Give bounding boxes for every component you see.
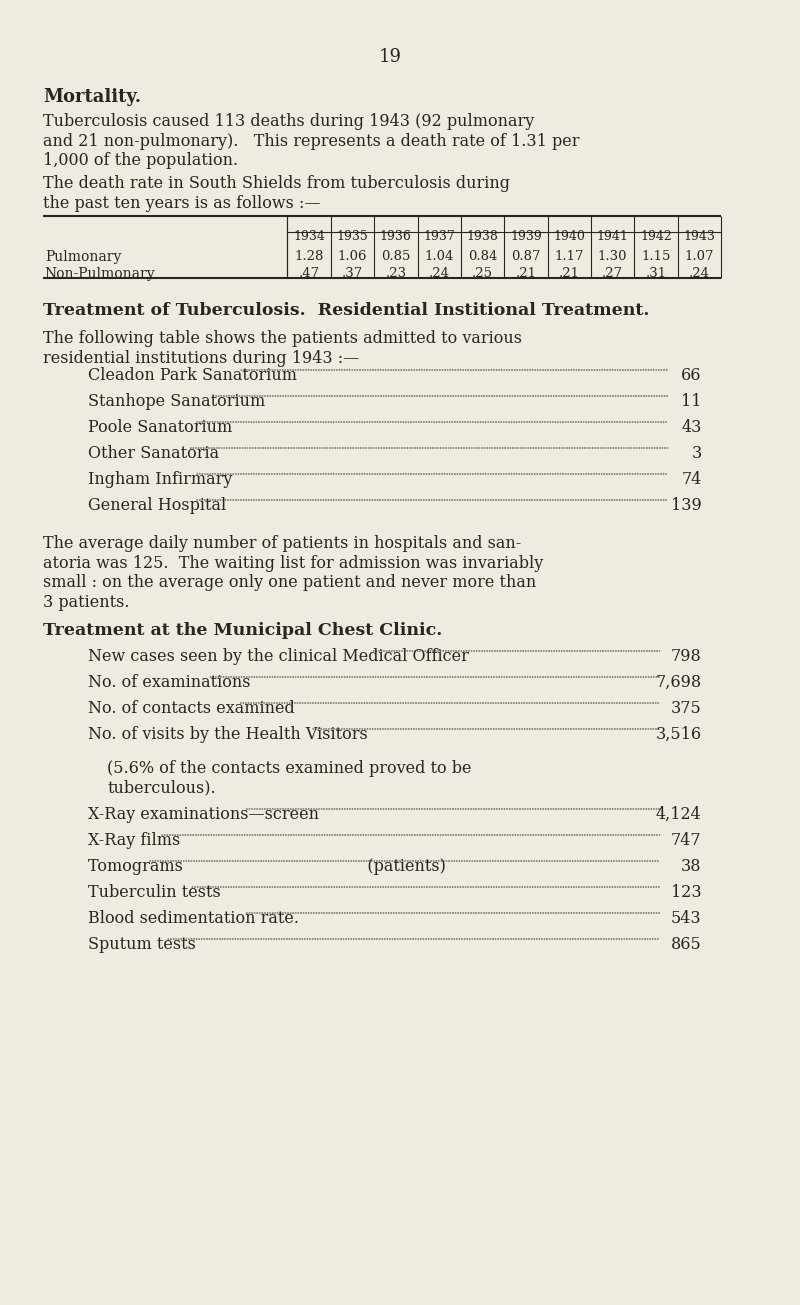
Text: 865: 865 <box>671 936 702 953</box>
Text: Tomograms                                    (patients): Tomograms (patients) <box>88 857 446 874</box>
Text: Non-Pulmonary: Non-Pulmonary <box>45 268 155 281</box>
Text: Treatment at the Municipal Chest Clinic.: Treatment at the Municipal Chest Clinic. <box>43 622 442 639</box>
Text: Other Sanatoria: Other Sanatoria <box>88 445 219 462</box>
Text: Tuberculosis caused 113 deaths during 1943 (92 pulmonary
and 21 non-pulmonary). : Tuberculosis caused 113 deaths during 19… <box>43 114 579 170</box>
Text: 1.06: 1.06 <box>338 251 367 264</box>
Text: 1935: 1935 <box>337 230 368 243</box>
Text: 139: 139 <box>671 497 702 514</box>
Text: 3,516: 3,516 <box>655 726 702 743</box>
Text: 1.04: 1.04 <box>425 251 454 264</box>
Text: 4,124: 4,124 <box>656 806 702 823</box>
Text: .25: .25 <box>472 268 493 281</box>
Text: 1937: 1937 <box>423 230 455 243</box>
Text: .37: .37 <box>342 268 363 281</box>
Text: 1.28: 1.28 <box>294 251 324 264</box>
Text: Pulmonary: Pulmonary <box>45 251 121 264</box>
Text: 11: 11 <box>681 393 702 410</box>
Text: 0.84: 0.84 <box>468 251 498 264</box>
Text: Sputum tests: Sputum tests <box>88 936 195 953</box>
Text: Tuberculin tests: Tuberculin tests <box>88 883 221 900</box>
Text: 1939: 1939 <box>510 230 542 243</box>
Text: 66: 66 <box>681 367 702 384</box>
Text: 1.07: 1.07 <box>685 251 714 264</box>
Text: 0.87: 0.87 <box>511 251 541 264</box>
Text: 1943: 1943 <box>683 230 715 243</box>
Text: .23: .23 <box>386 268 406 281</box>
Text: No. of contacts examined: No. of contacts examined <box>88 699 294 716</box>
Text: 1.15: 1.15 <box>642 251 670 264</box>
Text: .47: .47 <box>298 268 320 281</box>
Text: 19: 19 <box>378 48 402 67</box>
Text: 123: 123 <box>671 883 702 900</box>
Text: No. of visits by the Health Visitors: No. of visits by the Health Visitors <box>88 726 367 743</box>
Text: 43: 43 <box>681 419 702 436</box>
Text: (5.6% of the contacts examined proved to be
tuberculous).: (5.6% of the contacts examined proved to… <box>107 760 472 796</box>
Text: 1.17: 1.17 <box>554 251 584 264</box>
Text: 7,698: 7,698 <box>655 673 702 692</box>
Text: 74: 74 <box>681 471 702 488</box>
Text: 3: 3 <box>691 445 702 462</box>
Text: Mortality.: Mortality. <box>43 87 141 106</box>
Text: No. of examinations: No. of examinations <box>88 673 250 692</box>
Text: 375: 375 <box>671 699 702 716</box>
Text: 798: 798 <box>671 649 702 666</box>
Text: 747: 747 <box>671 833 702 850</box>
Text: Ingham Infirmary: Ingham Infirmary <box>88 471 232 488</box>
Text: .21: .21 <box>558 268 580 281</box>
Text: The average daily number of patients in hospitals and san-
atoria was 125.  The : The average daily number of patients in … <box>43 535 543 611</box>
Text: .24: .24 <box>429 268 450 281</box>
Text: General Hospital: General Hospital <box>88 497 226 514</box>
Text: 0.85: 0.85 <box>381 251 410 264</box>
Text: 1.30: 1.30 <box>598 251 627 264</box>
Text: .27: .27 <box>602 268 623 281</box>
Text: Blood sedimentation rate.: Blood sedimentation rate. <box>88 910 298 927</box>
Text: Stanhope Sanatorium: Stanhope Sanatorium <box>88 393 265 410</box>
Text: .31: .31 <box>646 268 666 281</box>
Text: .21: .21 <box>515 268 537 281</box>
Text: 1936: 1936 <box>380 230 412 243</box>
Text: Poole Sanatorium: Poole Sanatorium <box>88 419 232 436</box>
Text: The death rate in South Shields from tuberculosis during
the past ten years is a: The death rate in South Shields from tub… <box>43 175 510 211</box>
Text: X-Ray examinations—screen: X-Ray examinations—screen <box>88 806 318 823</box>
Text: 1941: 1941 <box>597 230 629 243</box>
Text: The following table shows the patients admitted to various
residential instituti: The following table shows the patients a… <box>43 330 522 367</box>
Text: X-Ray films: X-Ray films <box>88 833 180 850</box>
Text: 1940: 1940 <box>554 230 586 243</box>
Text: .24: .24 <box>689 268 710 281</box>
Text: 1942: 1942 <box>640 230 672 243</box>
Text: New cases seen by the clinical Medical Officer: New cases seen by the clinical Medical O… <box>88 649 469 666</box>
Text: 1934: 1934 <box>293 230 325 243</box>
Text: 543: 543 <box>671 910 702 927</box>
Text: Cleadon Park Sanatorium: Cleadon Park Sanatorium <box>88 367 297 384</box>
Text: 38: 38 <box>681 857 702 874</box>
Text: 1938: 1938 <box>466 230 498 243</box>
Text: Treatment of Tuberculosis.  Residential Institional Treatment.: Treatment of Tuberculosis. Residential I… <box>43 301 650 318</box>
